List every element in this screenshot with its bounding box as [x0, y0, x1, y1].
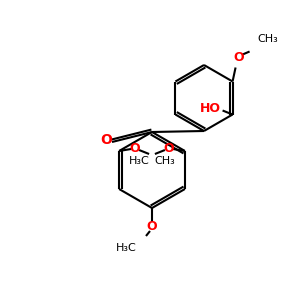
Text: O: O: [100, 133, 112, 147]
Text: HO: HO: [200, 102, 221, 115]
Text: CH₃: CH₃: [257, 34, 278, 44]
Text: H₃C: H₃C: [116, 243, 136, 253]
Text: H₃C: H₃C: [128, 156, 149, 166]
Text: O: O: [147, 220, 157, 232]
Text: O: O: [233, 51, 244, 64]
Text: O: O: [164, 142, 174, 154]
Text: CH₃: CH₃: [155, 156, 176, 166]
Text: O: O: [130, 142, 140, 154]
